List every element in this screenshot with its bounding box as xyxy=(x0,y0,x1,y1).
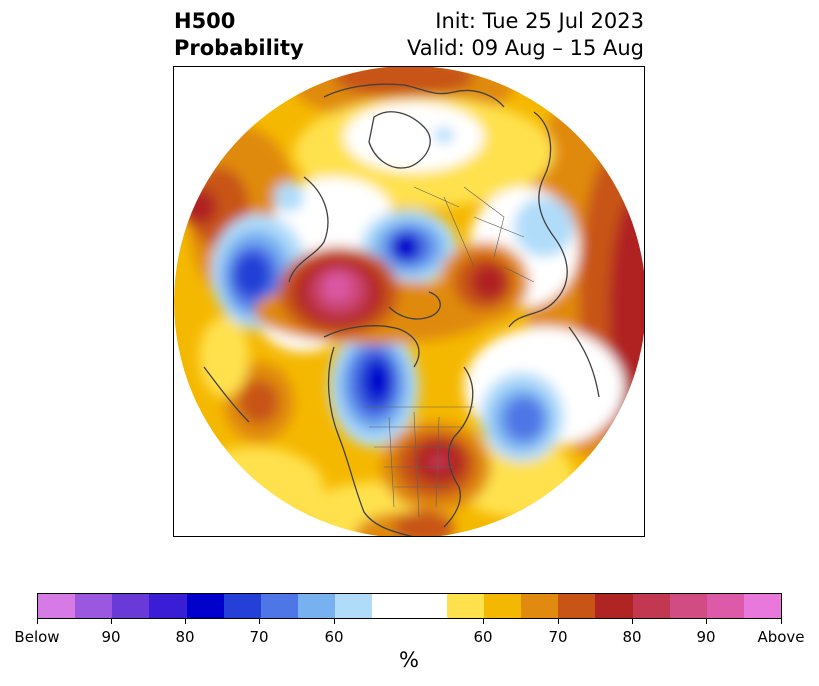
probability-map-svg xyxy=(174,67,644,536)
colorbar-tick-label: 80 xyxy=(175,628,195,646)
colorbar-tick-label: Above xyxy=(757,628,805,646)
valid-date: Valid: 09 Aug – 15 Aug xyxy=(406,36,644,60)
colorbar-tick-label: Below xyxy=(14,628,60,646)
colorbar-segment xyxy=(112,594,150,618)
colorbar-segment xyxy=(38,594,76,618)
colorbar-tick-label: 70 xyxy=(249,628,269,646)
colorbar-segment xyxy=(446,594,484,618)
colorbar-units: % xyxy=(399,648,419,672)
chart-dates: Init: Tue 25 Jul 2023 Valid: 09 Aug – 15… xyxy=(407,8,644,62)
colorbar-segment xyxy=(335,594,373,618)
colorbar-tick-mark xyxy=(781,619,782,624)
colorbar-segment xyxy=(223,594,261,618)
colorbar-segment xyxy=(632,594,670,618)
colorbar-segment xyxy=(558,594,596,618)
colorbar-segment xyxy=(409,594,447,618)
colorbar-tick-mark xyxy=(259,619,260,624)
colorbar-tick-label: 80 xyxy=(622,628,642,646)
colorbar-segment xyxy=(372,594,410,618)
colorbar-segment xyxy=(75,594,113,618)
title-line-2: Probability xyxy=(174,36,304,60)
colorbar-segment xyxy=(298,594,336,618)
coastlines xyxy=(203,83,610,536)
init-date: Init: Tue 25 Jul 2023 xyxy=(435,9,644,33)
colorbar-segment xyxy=(149,594,187,618)
colorbar-tick-mark xyxy=(334,619,335,624)
colorbar-tick-mark xyxy=(632,619,633,624)
colorbar-tick-label: 60 xyxy=(473,628,493,646)
colorbar-tick-label: 90 xyxy=(696,628,716,646)
colorbar-tick-mark xyxy=(706,619,707,624)
colorbar-tick-label: 90 xyxy=(101,628,121,646)
colorbar-tick-mark xyxy=(37,619,38,624)
probability-field xyxy=(174,67,644,536)
colorbar-segment xyxy=(743,594,782,618)
polar-map xyxy=(173,66,645,537)
colorbar-tick-mark xyxy=(558,619,559,624)
borders xyxy=(364,186,535,518)
colorbar-segment xyxy=(483,594,522,618)
colorbar-segment xyxy=(521,594,559,618)
colorbar-tick-label: 60 xyxy=(324,628,344,646)
colorbar-segment xyxy=(260,594,299,618)
colorbar-segment xyxy=(186,594,224,618)
colorbar-segment xyxy=(669,594,707,618)
chart-title: H500 Probability xyxy=(174,8,304,62)
colorbar-tick-label: 70 xyxy=(548,628,568,646)
colorbar-tick-mark xyxy=(483,619,484,624)
colorbar xyxy=(37,593,782,619)
colorbar-tick-mark xyxy=(185,619,186,624)
colorbar-tick-mark xyxy=(111,619,112,624)
title-line-1: H500 xyxy=(174,9,236,33)
colorbar-segment xyxy=(595,594,633,618)
colorbar-segment xyxy=(706,594,744,618)
